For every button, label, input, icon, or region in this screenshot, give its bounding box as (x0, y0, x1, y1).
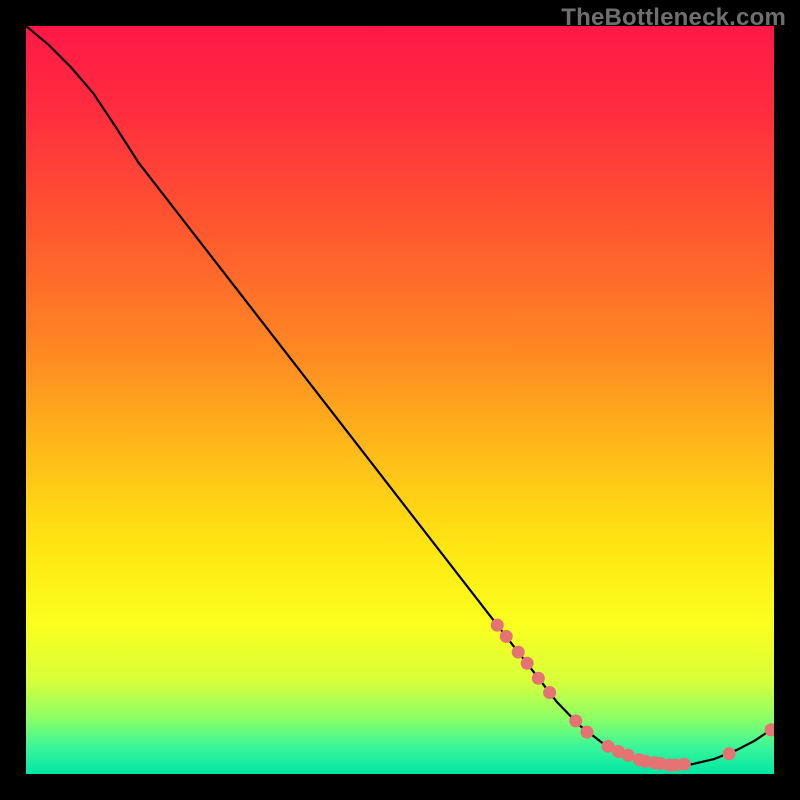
data-marker (521, 657, 534, 670)
bottleneck-chart (26, 26, 774, 774)
data-marker (723, 747, 736, 760)
data-marker (678, 758, 691, 771)
data-marker (543, 686, 556, 699)
data-marker (500, 630, 513, 643)
chart-stage: TheBottleneck.com (0, 0, 800, 800)
data-marker (512, 646, 525, 659)
watermark-text: TheBottleneck.com (561, 4, 786, 32)
data-marker (491, 619, 504, 632)
data-marker (581, 726, 594, 739)
chart-background (26, 26, 774, 774)
data-marker (569, 714, 582, 727)
data-marker (622, 749, 635, 762)
data-marker (532, 672, 545, 685)
